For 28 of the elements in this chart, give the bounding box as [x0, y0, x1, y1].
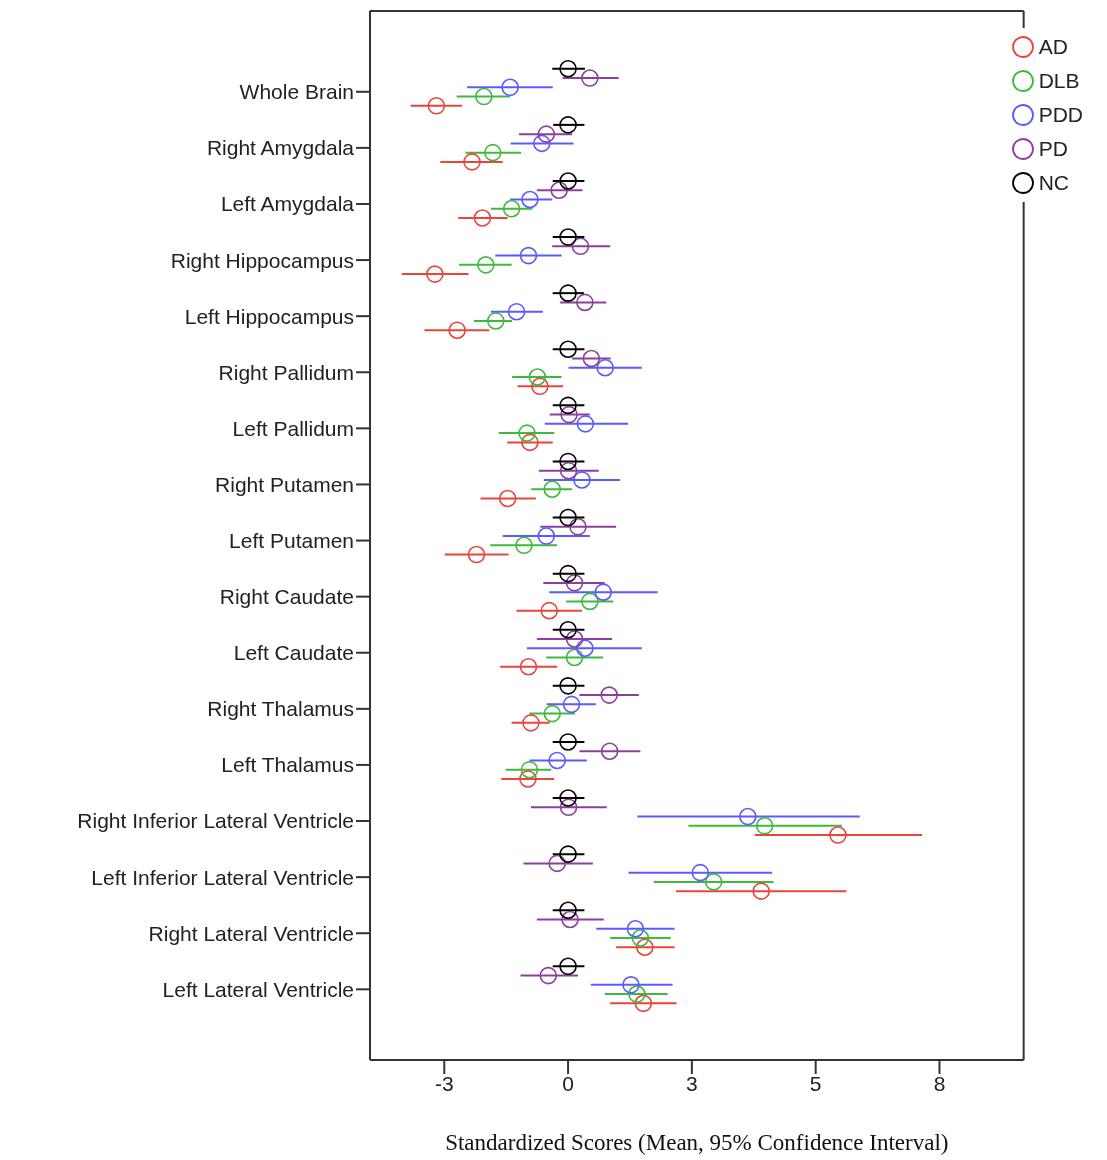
y-tick-label: Left Pallidum	[232, 416, 354, 440]
legend-label: AD	[1038, 35, 1068, 59]
y-tick-label: Left Lateral Ventricle	[162, 977, 354, 1001]
y-tick-label: Right Putamen	[215, 472, 354, 496]
y-tick-label: Right Pallidum	[218, 360, 354, 384]
legend-label: DLB	[1038, 69, 1080, 93]
legend-label: PD	[1038, 137, 1068, 161]
y-tick-label: Right Amygdala	[206, 136, 355, 160]
y-tick-label: Left Inferior Lateral Ventricle	[91, 865, 354, 889]
x-tick-label: 5	[809, 1071, 822, 1095]
y-tick-label: Left Caudate	[233, 641, 354, 665]
x-tick-label: 3	[686, 1071, 698, 1095]
y-tick-label: Left Putamen	[229, 529, 354, 552]
x-tick-label: 0	[562, 1071, 574, 1095]
x-tick-label: -3	[434, 1071, 454, 1095]
y-tick-label: Right Thalamus	[207, 697, 354, 721]
x-axis-title: Standardized Scores (Mean, 95% Confidence Interval)	[445, 1130, 949, 1155]
y-tick-label: Whole Brain	[239, 80, 354, 104]
legend-label: NC	[1038, 171, 1069, 195]
y-tick-label: Left Amygdala	[220, 192, 355, 216]
y-tick-label: Right Inferior Lateral Ventricle	[77, 809, 354, 833]
y-tick-label: Left Thalamus	[221, 753, 354, 777]
legend-label: PDD	[1038, 103, 1083, 127]
y-tick-label: Right Lateral Ventricle	[148, 921, 354, 945]
y-tick-label: Left Hippocampus	[184, 304, 354, 328]
y-tick-label: Right Hippocampus	[170, 248, 354, 272]
y-tick-label: Right Caudate	[219, 585, 354, 609]
x-tick-label: 8	[933, 1071, 946, 1095]
